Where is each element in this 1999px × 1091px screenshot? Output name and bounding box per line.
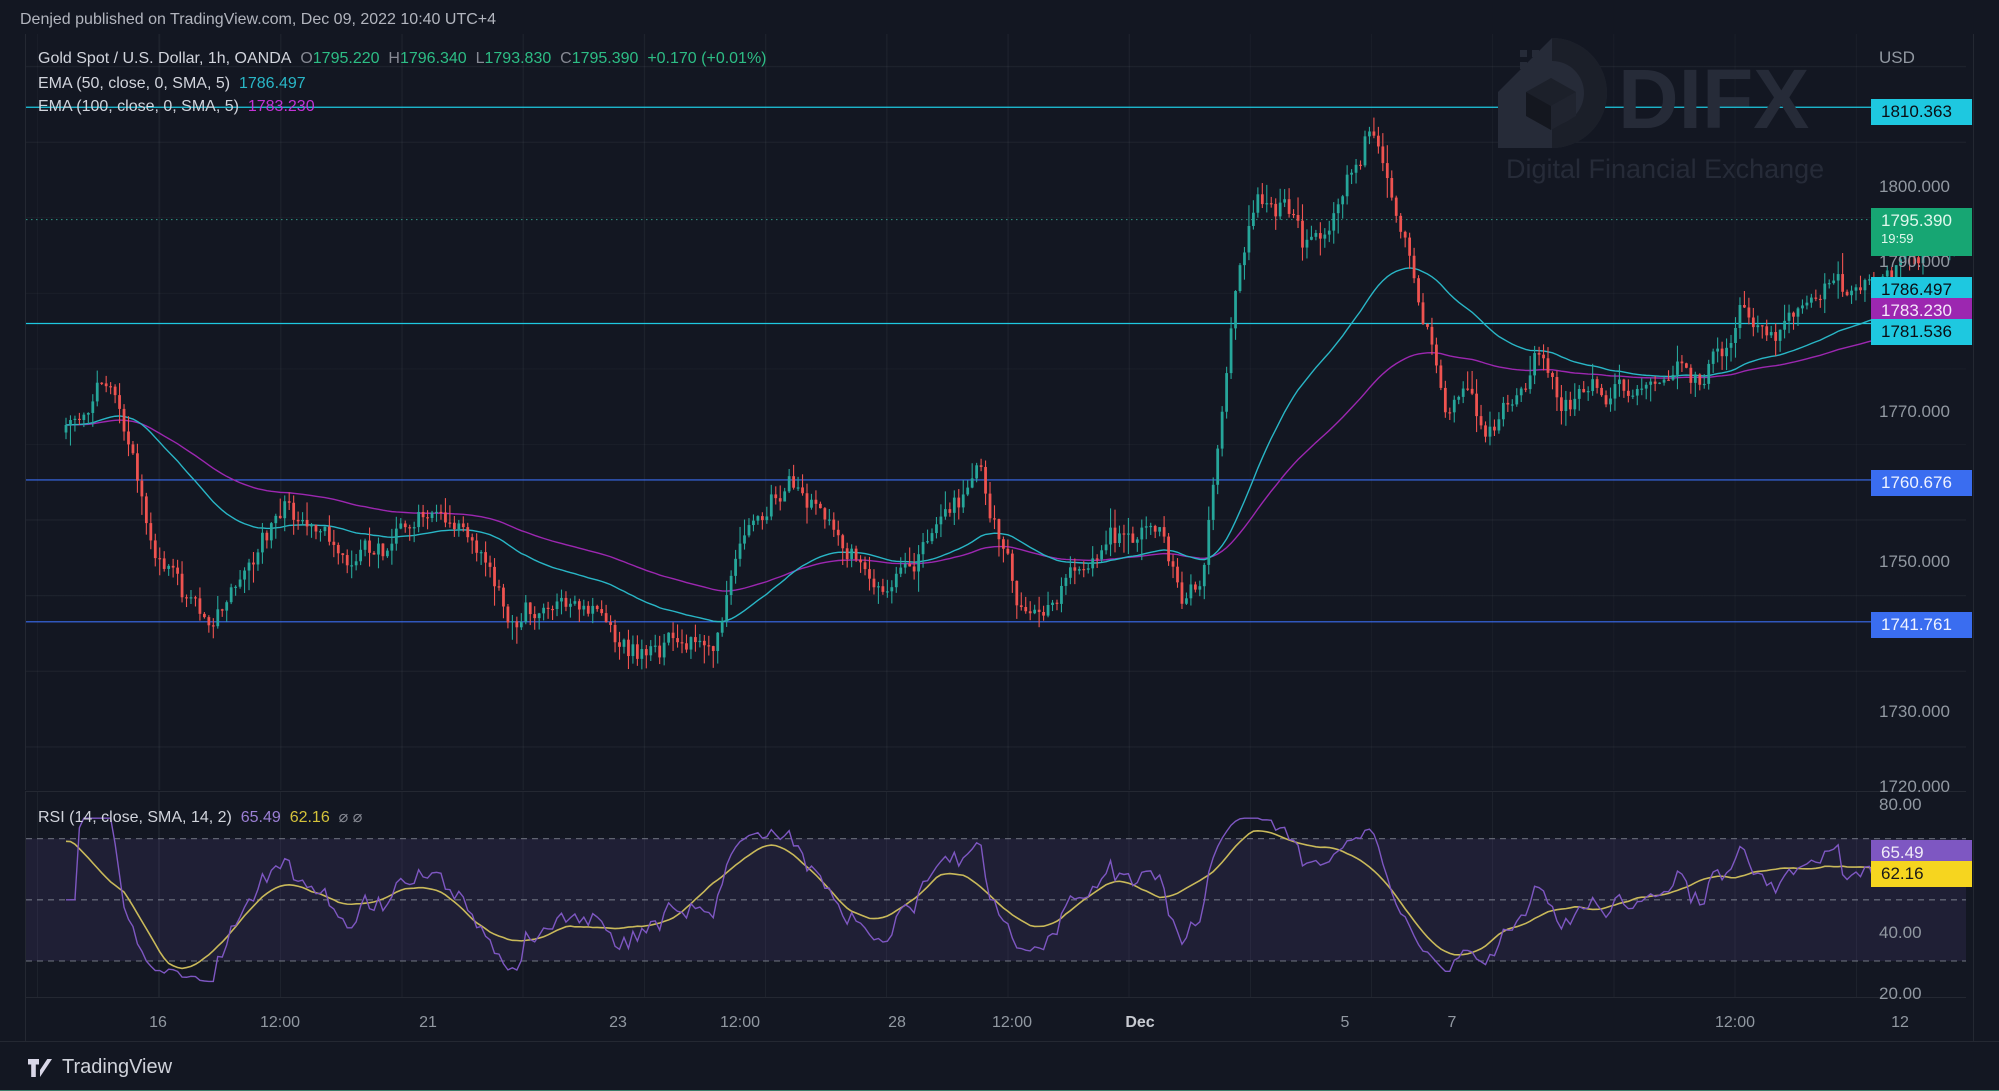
svg-text:DIFX: DIFX [1618, 52, 1809, 146]
svg-text:Digital Financial Exchange: Digital Financial Exchange [1506, 154, 1824, 184]
